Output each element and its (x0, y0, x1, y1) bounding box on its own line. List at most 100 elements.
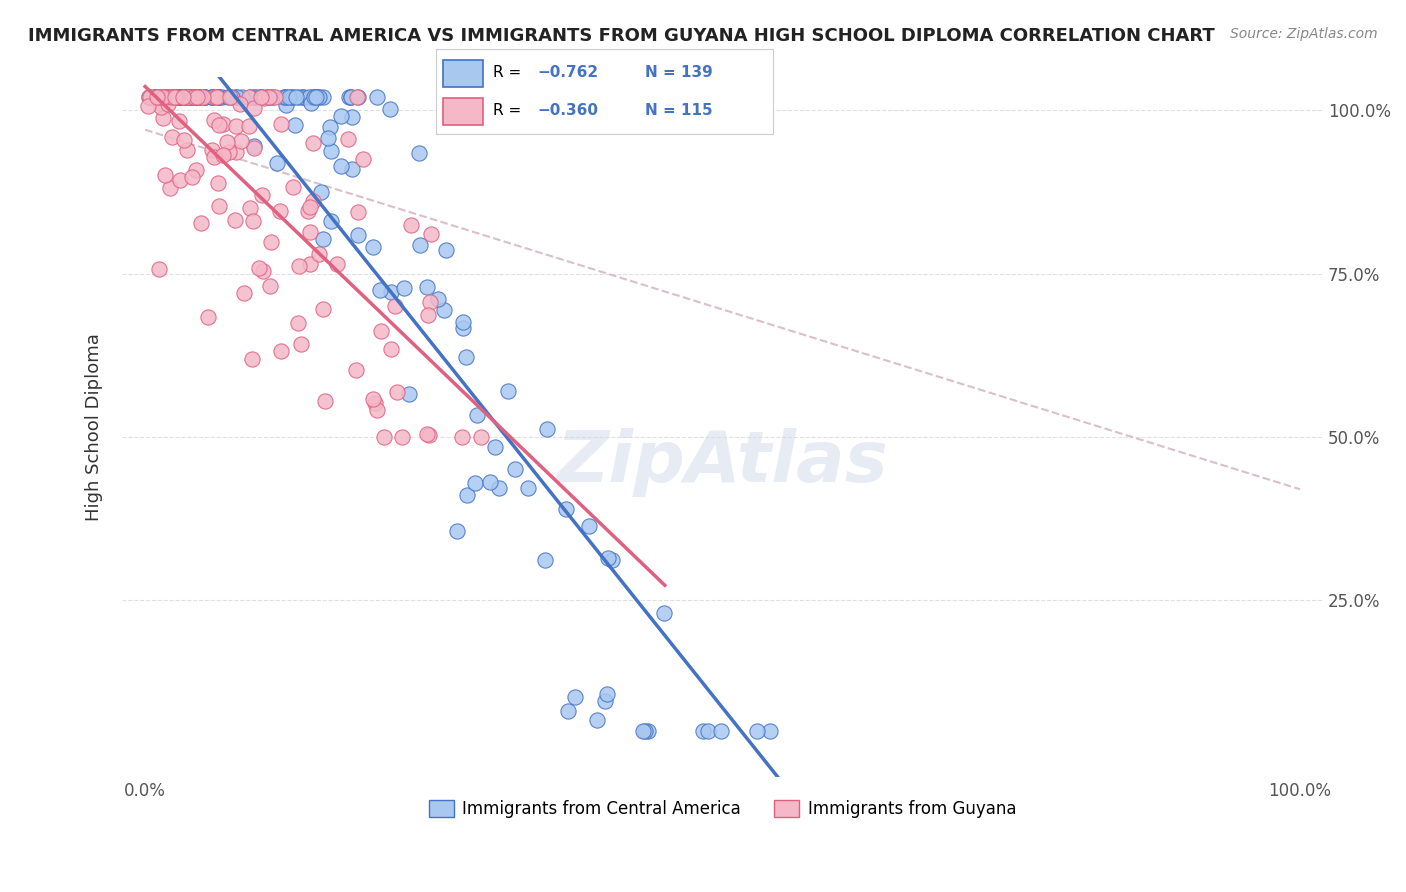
FancyBboxPatch shape (443, 98, 484, 125)
Point (344, 363, 367, 377)
Point (260, 235, 283, 250)
Text: Source: ZipAtlas.com: Source: ZipAtlas.com (1230, 27, 1378, 41)
Point (170, 90, 193, 104)
Point (321, 144, 343, 158)
Point (180, 90, 202, 104)
Point (183, 90, 205, 104)
Point (453, 321, 475, 335)
Point (366, 90, 388, 104)
Point (160, 90, 183, 104)
Point (155, 90, 177, 104)
Point (173, 133, 195, 147)
Point (202, 112, 225, 127)
Point (148, 95, 170, 110)
Point (600, 553, 623, 567)
Point (336, 131, 359, 145)
Point (200, 90, 222, 104)
Point (269, 203, 291, 218)
Point (152, 112, 174, 126)
Point (287, 316, 309, 330)
Point (259, 90, 281, 104)
Point (456, 350, 478, 364)
Point (259, 279, 281, 293)
Point (217, 135, 239, 149)
Text: R =: R = (494, 65, 526, 80)
Point (308, 90, 330, 104)
Point (166, 90, 188, 104)
Point (202, 150, 225, 164)
Point (180, 170, 202, 185)
Point (309, 185, 332, 199)
Point (239, 90, 262, 104)
Point (305, 90, 328, 104)
Point (298, 90, 321, 104)
Point (456, 488, 478, 502)
Point (247, 90, 270, 104)
Point (347, 227, 370, 242)
Point (418, 308, 440, 322)
Point (173, 90, 195, 104)
Text: −0.762: −0.762 (537, 65, 598, 80)
Point (252, 264, 274, 278)
Point (329, 109, 352, 123)
Point (208, 118, 231, 132)
Text: ZipAtlas: ZipAtlas (557, 427, 889, 497)
Point (201, 143, 224, 157)
Point (380, 342, 402, 356)
Point (554, 502, 576, 516)
Point (536, 422, 558, 436)
Point (242, 214, 264, 228)
Point (163, 90, 186, 104)
Point (197, 310, 219, 324)
Point (470, 430, 492, 444)
Point (148, 261, 170, 276)
Point (229, 97, 252, 112)
Point (266, 155, 288, 169)
Point (243, 101, 266, 115)
Point (239, 201, 262, 215)
Point (218, 145, 240, 160)
Point (176, 90, 198, 104)
Point (208, 199, 231, 213)
Point (163, 90, 186, 104)
Point (496, 384, 519, 399)
Point (257, 90, 280, 104)
Point (288, 90, 311, 104)
Point (155, 90, 177, 104)
Point (370, 324, 392, 338)
Point (253, 90, 276, 104)
Point (212, 148, 235, 162)
Point (160, 130, 183, 145)
Point (177, 90, 200, 104)
Point (212, 117, 235, 131)
Point (302, 136, 325, 150)
Point (564, 690, 586, 704)
Point (312, 232, 335, 246)
Point (162, 90, 184, 104)
Point (165, 90, 187, 104)
Point (337, 90, 360, 104)
Point (340, 90, 363, 104)
Point (745, 724, 768, 739)
Point (238, 90, 260, 104)
Point (484, 441, 506, 455)
Point (152, 90, 174, 104)
Point (465, 409, 488, 423)
Point (176, 143, 198, 157)
Point (170, 90, 193, 104)
Point (631, 724, 654, 739)
Point (281, 179, 304, 194)
Point (301, 194, 323, 208)
Point (194, 90, 217, 104)
Point (479, 475, 502, 490)
Point (301, 90, 323, 104)
Point (596, 687, 619, 701)
Point (157, 97, 180, 112)
Point (278, 90, 301, 104)
Point (172, 90, 194, 104)
Point (187, 90, 209, 104)
Point (262, 90, 284, 104)
Point (187, 90, 209, 104)
Point (368, 283, 391, 297)
Y-axis label: High School Diploma: High School Diploma (86, 334, 103, 521)
